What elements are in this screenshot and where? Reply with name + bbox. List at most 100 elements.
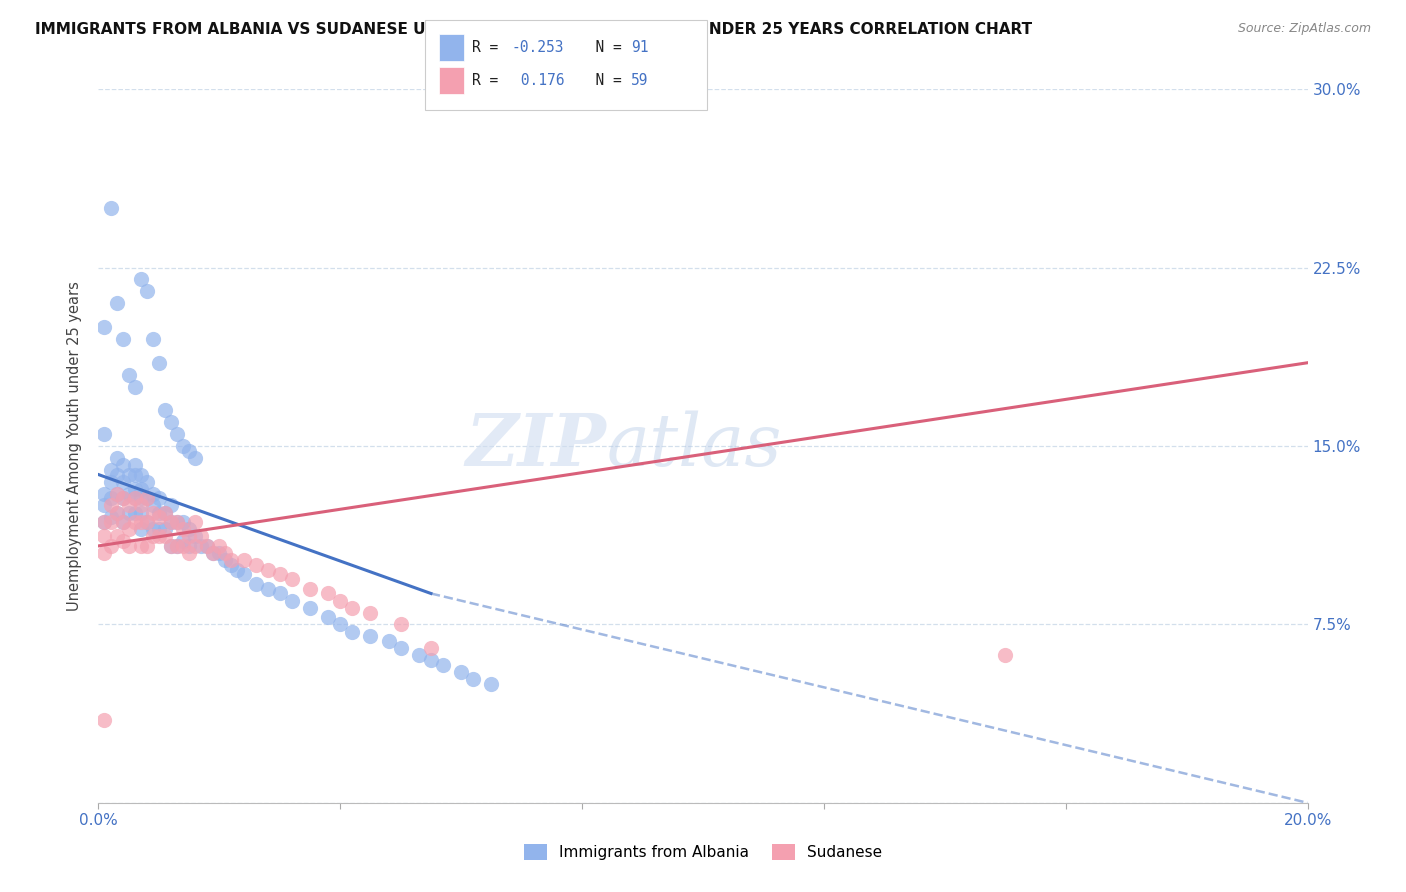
Point: [221, 558, 243, 572]
Point: [160, 515, 183, 529]
Point: [179, 522, 201, 536]
Point: [450, 665, 472, 679]
Point: [184, 515, 207, 529]
Point: [389, 617, 412, 632]
Point: [93, 320, 115, 334]
Point: [179, 443, 201, 458]
Point: [463, 672, 485, 686]
Point: [166, 427, 188, 442]
Point: [179, 529, 201, 543]
Point: [202, 546, 225, 560]
Point: [148, 522, 170, 536]
Point: [160, 539, 183, 553]
Point: [111, 491, 134, 506]
Point: [129, 482, 152, 496]
Text: 59: 59: [631, 73, 648, 87]
Point: [148, 356, 170, 370]
Text: atlas: atlas: [606, 410, 782, 482]
Point: [148, 510, 170, 524]
Point: [408, 648, 430, 663]
Text: 91: 91: [631, 40, 648, 54]
Point: [269, 586, 291, 600]
Point: [232, 553, 254, 567]
Text: 0.176: 0.176: [512, 73, 564, 87]
Point: [118, 522, 141, 536]
Point: [342, 600, 364, 615]
Legend: Immigrants from Albania, Sudanese: Immigrants from Albania, Sudanese: [517, 838, 889, 866]
Point: [316, 610, 339, 624]
Point: [93, 499, 115, 513]
Point: [93, 515, 115, 529]
Point: [214, 553, 236, 567]
Point: [118, 499, 141, 513]
Point: [269, 567, 291, 582]
Point: [420, 641, 443, 656]
Text: N =: N =: [578, 73, 630, 87]
Point: [208, 539, 231, 553]
Point: [135, 491, 157, 506]
Point: [172, 534, 194, 549]
Point: [148, 491, 170, 506]
Point: [166, 515, 188, 529]
Point: [93, 427, 115, 442]
Point: [148, 529, 170, 543]
Point: [172, 439, 194, 453]
Point: [111, 534, 134, 549]
Point: [118, 486, 141, 500]
Point: [221, 553, 243, 567]
Point: [118, 467, 141, 482]
Point: [111, 458, 134, 472]
Text: R =: R =: [472, 40, 508, 54]
Point: [329, 617, 352, 632]
Point: [232, 567, 254, 582]
Point: [100, 491, 122, 506]
Point: [166, 539, 188, 553]
Point: [190, 529, 212, 543]
Text: Source: ZipAtlas.com: Source: ZipAtlas.com: [1237, 22, 1371, 36]
Point: [142, 499, 165, 513]
Point: [105, 486, 128, 500]
Point: [129, 499, 152, 513]
Point: [202, 546, 225, 560]
Point: [142, 529, 165, 543]
Point: [153, 529, 176, 543]
Point: [135, 515, 157, 529]
Point: [118, 539, 141, 553]
Point: [481, 677, 503, 691]
Point: [389, 641, 412, 656]
Point: [111, 475, 134, 489]
Point: [142, 522, 165, 536]
Text: IMMIGRANTS FROM ALBANIA VS SUDANESE UNEMPLOYMENT AMONG YOUTH UNDER 25 YEARS CORR: IMMIGRANTS FROM ALBANIA VS SUDANESE UNEM…: [35, 22, 1032, 37]
Point: [100, 499, 122, 513]
Text: ZIP: ZIP: [465, 410, 606, 482]
Point: [124, 506, 146, 520]
Point: [129, 522, 152, 536]
Point: [124, 491, 146, 506]
Point: [195, 539, 218, 553]
Point: [129, 506, 152, 520]
Point: [105, 529, 128, 543]
Point: [172, 515, 194, 529]
Point: [111, 515, 134, 529]
Point: [316, 586, 339, 600]
Y-axis label: Unemployment Among Youth under 25 years: Unemployment Among Youth under 25 years: [67, 281, 83, 611]
Point: [135, 491, 157, 506]
Point: [129, 272, 152, 286]
Text: R =: R =: [472, 73, 508, 87]
Point: [93, 529, 115, 543]
Point: [172, 522, 194, 536]
Point: [111, 515, 134, 529]
Point: [135, 475, 157, 489]
Point: [179, 546, 201, 560]
Point: [184, 529, 207, 543]
Point: [214, 546, 236, 560]
Point: [245, 558, 267, 572]
Point: [184, 539, 207, 553]
Point: [256, 563, 278, 577]
Point: [124, 467, 146, 482]
Point: [342, 624, 364, 639]
Point: [179, 539, 201, 553]
Point: [142, 506, 165, 520]
Point: [100, 475, 122, 489]
Point: [226, 563, 249, 577]
